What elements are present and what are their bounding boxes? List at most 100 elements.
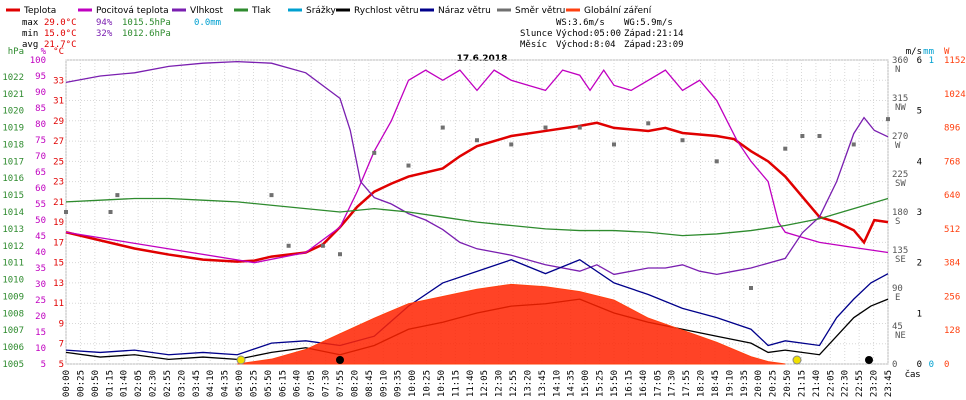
series-tlak xyxy=(65,197,889,237)
axis-tick-humidity: 65 xyxy=(35,168,46,178)
x-tick-label: 15:25 xyxy=(596,370,606,397)
wind-ws: WS:3.6m/s xyxy=(556,18,605,28)
axis-tick-radiation: 256 xyxy=(944,292,960,302)
axis-tick-wind_dir: 135 xyxy=(892,246,908,256)
axis-tick-pressure: 1006 xyxy=(2,343,24,353)
x-tick-label: 21:15 xyxy=(797,370,807,397)
series-wind-direction xyxy=(64,117,890,290)
axis-tick-humidity: 30 xyxy=(35,280,46,290)
axis-tick-pressure: 1014 xyxy=(2,208,24,218)
axis-tick-wind_speed: 5 xyxy=(917,107,922,117)
axis-tick-wind_dir: 360 xyxy=(892,56,908,66)
axis-dir-label: E xyxy=(895,293,900,303)
x-tick-label: 17:30 xyxy=(668,370,678,397)
axes: 1005100610071008100910101011101210131014… xyxy=(2,47,965,370)
astro-block: WS:3.6m/s WG:5.9m/s Slunce Východ:05:00 … xyxy=(520,18,684,50)
x-tick-label: 12:30 xyxy=(495,370,505,397)
axis-tick-radiation: 1152 xyxy=(944,56,966,66)
axis-tick-pressure: 1005 xyxy=(2,360,24,370)
wind-dir-point xyxy=(372,150,377,155)
axis-tick-pressure: 1010 xyxy=(2,276,24,286)
x-tick-label: 08:20 xyxy=(350,370,360,397)
axis-dir-label: NW xyxy=(895,103,906,113)
axis-dir-label: S xyxy=(895,217,900,227)
axis-tick-humidity: 75 xyxy=(35,136,46,146)
x-tick-label: 11:15 xyxy=(451,370,461,397)
wind-dir-point xyxy=(320,243,325,248)
wind-dir-point xyxy=(509,142,514,147)
stat-rain: 0.0mm xyxy=(194,18,221,28)
axis-tick-temperature: 29 xyxy=(53,117,64,127)
moon-set: Západ:23:09 xyxy=(624,40,684,50)
axis-tick-wind_speed: 1 xyxy=(917,309,922,319)
stat-min-press: 1012.6hPa xyxy=(122,29,171,39)
x-tick-label: 09:35 xyxy=(394,370,404,397)
axis-tick-humidity: 45 xyxy=(35,232,46,242)
x-tick-label: 20:25 xyxy=(769,370,779,397)
wind-dir-point xyxy=(543,125,548,130)
x-tick-label: 07:30 xyxy=(322,370,332,397)
wind-dir-point xyxy=(612,142,616,147)
x-tick-label: 18:45 xyxy=(711,370,721,397)
wind-dir-point xyxy=(783,146,788,151)
axis-tick-pressure: 1013 xyxy=(2,225,24,235)
moonrise-marker xyxy=(336,356,344,364)
x-tick-label: 04:10 xyxy=(206,370,216,397)
axis-tick-radiation: 768 xyxy=(944,157,960,167)
axis-tick-humidity: 60 xyxy=(35,184,46,194)
axis-tick-temperature: 15 xyxy=(53,259,64,269)
axis-tick-humidity: 10 xyxy=(35,344,46,354)
axis-tick-temperature: 31 xyxy=(53,97,64,107)
x-tick-label: 10:00 xyxy=(408,370,418,397)
x-tick-label: 00:00 xyxy=(62,370,72,397)
wind-dir-point xyxy=(749,286,753,290)
x-tick-label: 05:25 xyxy=(249,370,259,397)
legend-label-7: Směr větru xyxy=(515,6,565,16)
x-tick-label: 15:00 xyxy=(581,370,591,397)
axis-tick-temperature: 19 xyxy=(53,218,64,228)
axis-tick-wind_dir: 315 xyxy=(892,94,908,104)
wind-dir-point xyxy=(338,252,342,257)
wind-dir-point xyxy=(64,210,68,214)
wind-dir-point xyxy=(646,121,651,126)
sun-label: Slunce xyxy=(520,29,553,39)
x-tick-label: 17:55 xyxy=(682,370,692,397)
wind-dir-point xyxy=(886,117,890,122)
stat-max-press: 1015.5hPa xyxy=(122,18,171,28)
wind-dir-point xyxy=(108,210,113,214)
axis-dir-label: NE xyxy=(895,331,906,341)
wind-dir-point xyxy=(577,125,582,130)
axis-tick-humidity: 80 xyxy=(35,120,46,130)
x-tick-label: 02:30 xyxy=(149,370,159,397)
legend-label-3: Tlak xyxy=(251,6,272,16)
axis-tick-humidity: 20 xyxy=(35,312,46,322)
x-tick-label: 23:45 xyxy=(884,370,894,397)
sunrise-marker xyxy=(236,355,246,365)
x-tick-label: 19:10 xyxy=(725,370,735,397)
x-tick-label: 03:45 xyxy=(192,370,202,397)
x-axis-label: čas xyxy=(905,369,920,380)
axis-tick-humidity: 35 xyxy=(35,264,46,274)
stat-min-hum: 32% xyxy=(96,29,113,39)
x-tick-label: 08:45 xyxy=(365,370,375,397)
axis-tick-humidity: 100 xyxy=(30,56,46,66)
axis-tick-wind_speed: 4 xyxy=(917,157,922,167)
x-tick-label: 17:05 xyxy=(653,370,663,397)
wind-dir-point xyxy=(714,159,719,164)
axis-tick-humidity: 25 xyxy=(35,296,46,306)
axis-dir-label: SW xyxy=(895,179,906,189)
legend-label-6: Náraz větru xyxy=(438,6,491,16)
x-tick-label: 04:35 xyxy=(221,370,231,397)
legend-label-1: Pocitová teplota xyxy=(96,6,169,16)
axis-tick-pressure: 1016 xyxy=(2,174,24,184)
axis-tick-pressure: 1020 xyxy=(2,107,24,117)
wind-wg: WG:5.9m/s xyxy=(624,18,673,28)
axis-tick-temperature: 33 xyxy=(53,76,64,86)
x-tick-label: 07:05 xyxy=(307,370,317,397)
x-tick-label: 16:15 xyxy=(624,370,634,397)
x-tick-label: 12:55 xyxy=(509,370,519,397)
stat-min-temp: 15.0°C xyxy=(44,29,77,39)
axis-tick-radiation: 1024 xyxy=(944,90,966,100)
legend: Teplota Pocitová teplota Vlhkost Tlak Srážky… xyxy=(6,6,652,16)
